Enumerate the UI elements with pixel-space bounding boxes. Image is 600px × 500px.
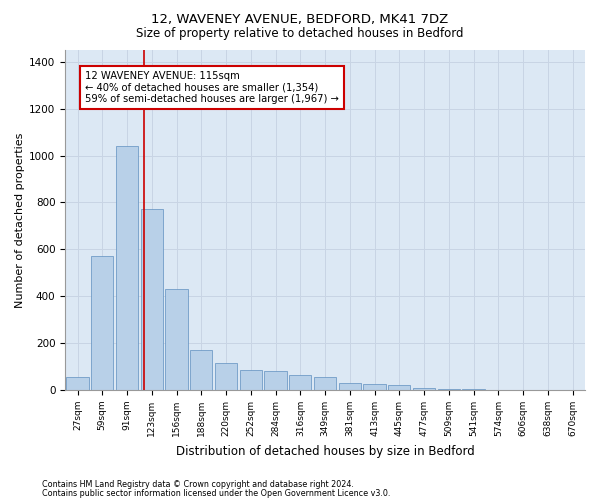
X-axis label: Distribution of detached houses by size in Bedford: Distribution of detached houses by size … [176, 444, 475, 458]
Y-axis label: Number of detached properties: Number of detached properties [15, 132, 25, 308]
Bar [364, 384, 386, 390]
Bar [140, 210, 163, 390]
Bar [265, 372, 287, 390]
Bar [338, 383, 361, 390]
Text: 12 WAVENEY AVENUE: 115sqm
← 40% of detached houses are smaller (1,354)
59% of se: 12 WAVENEY AVENUE: 115sqm ← 40% of detac… [85, 71, 339, 104]
Bar [388, 386, 410, 390]
Text: Contains HM Land Registry data © Crown copyright and database right 2024.: Contains HM Land Registry data © Crown c… [42, 480, 354, 489]
Bar [190, 350, 212, 390]
Bar [289, 375, 311, 390]
Bar [438, 389, 460, 390]
Bar [463, 389, 485, 390]
Text: 12, WAVENEY AVENUE, BEDFORD, MK41 7DZ: 12, WAVENEY AVENUE, BEDFORD, MK41 7DZ [151, 12, 449, 26]
Bar [314, 377, 336, 390]
Bar [413, 388, 435, 390]
Bar [91, 256, 113, 390]
Bar [239, 370, 262, 390]
Bar [116, 146, 138, 390]
Text: Size of property relative to detached houses in Bedford: Size of property relative to detached ho… [136, 28, 464, 40]
Bar [166, 289, 188, 390]
Bar [67, 376, 89, 390]
Bar [215, 363, 237, 390]
Text: Contains public sector information licensed under the Open Government Licence v3: Contains public sector information licen… [42, 489, 391, 498]
